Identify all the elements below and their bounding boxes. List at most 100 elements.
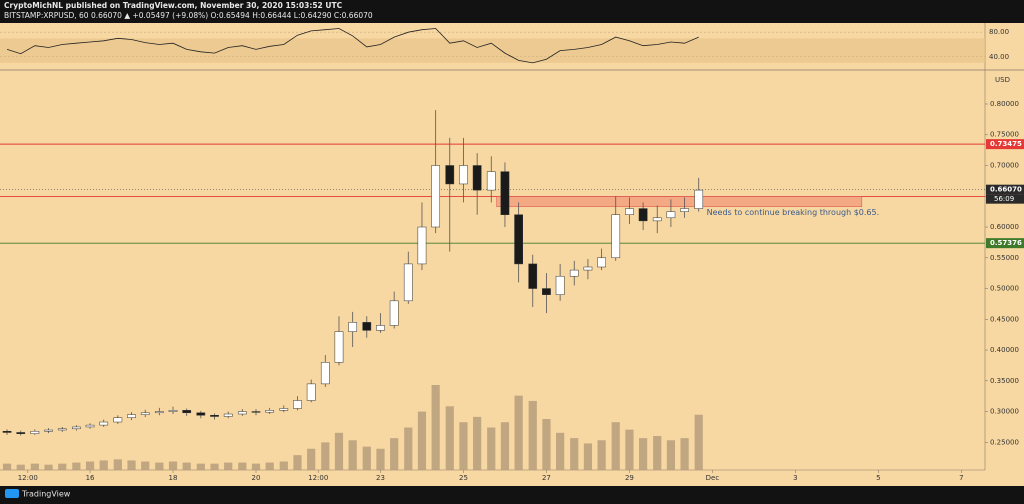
footer-logo: [5, 489, 19, 498]
volume-bar: [680, 438, 689, 470]
candle-body: [99, 421, 109, 426]
volume-bar: [459, 422, 468, 470]
candle-body: [514, 214, 523, 265]
candle-body: [583, 266, 593, 271]
x-tick-label: Dec: [706, 474, 720, 482]
candle-body: [528, 263, 538, 289]
level-label: 0.57376: [990, 239, 1022, 247]
volume-bar: [639, 438, 648, 470]
y-tick-label: 0.70000: [990, 162, 1019, 170]
candle-body: [293, 400, 302, 409]
candle-body: [597, 257, 606, 268]
candle-body: [154, 411, 164, 414]
zone: [496, 196, 863, 208]
chart-background: [0, 23, 1024, 486]
volume-bar: [141, 461, 150, 470]
x-tick-label: 27: [542, 474, 551, 482]
volume-bar: [210, 463, 219, 470]
volume-bar: [445, 406, 454, 470]
candle-body: [223, 413, 233, 417]
volume-bar: [611, 422, 620, 470]
x-tick-label: 25: [459, 474, 468, 482]
volume-bar: [653, 436, 662, 470]
candle-body: [459, 165, 468, 185]
volume-bar: [597, 440, 606, 470]
x-tick-label: 29: [625, 474, 634, 482]
volume-bar: [500, 422, 510, 470]
volume-bar: [376, 448, 385, 470]
rsi-tick-label: 80.00: [989, 28, 1009, 36]
rsi-line: [6, 28, 699, 64]
candle-body: [625, 208, 634, 215]
volume-bar: [542, 419, 551, 470]
volume-bar: [487, 427, 496, 470]
y-tick-label: 0.30000: [990, 408, 1019, 416]
x-tick-label: 5: [876, 474, 880, 482]
volume-bar: [431, 385, 440, 470]
volume-bar: [99, 460, 108, 470]
x-tick-label: 18: [169, 474, 178, 482]
volume-bar: [321, 442, 330, 470]
candle-body: [500, 171, 510, 215]
candle-body: [666, 211, 676, 219]
volume-bar: [279, 461, 288, 470]
candle-body: [472, 165, 482, 191]
candle-body: [389, 300, 399, 326]
level-box: [986, 238, 1024, 249]
volume-bar: [72, 462, 81, 470]
volume-bar: [625, 429, 634, 470]
candle-body: [334, 331, 344, 363]
x-tick-label: 23: [376, 474, 385, 482]
logo-icon: [5, 489, 19, 498]
candle-body: [237, 411, 247, 415]
volume-bar: [334, 432, 344, 470]
candle-body: [542, 288, 551, 295]
candle-body: [638, 208, 648, 222]
candle-body: [445, 165, 455, 185]
volume-bar: [362, 446, 371, 470]
volume-bar: [528, 400, 537, 470]
y-tick-label: 0.40000: [990, 346, 1019, 354]
candle-body: [30, 430, 40, 434]
level-label: 0.73475: [990, 140, 1022, 148]
candle-body: [652, 217, 662, 222]
candle-body: [680, 208, 689, 212]
candle-body: [16, 432, 26, 434]
volume-bar: [348, 440, 357, 470]
candle-body: [569, 269, 579, 277]
volume-bar: [694, 414, 703, 470]
volume-bar: [251, 463, 261, 470]
candle-body: [362, 322, 372, 331]
volume-bar: [238, 462, 247, 470]
volume-bar: [58, 463, 67, 470]
last-price-label: 0.66070: [990, 186, 1022, 194]
x-tick-label: 16: [86, 474, 95, 482]
volume-bar: [30, 463, 39, 470]
candle-body: [44, 429, 53, 432]
volume-bar: [182, 462, 191, 470]
candle-body: [168, 410, 178, 412]
x-tick-label: 7: [959, 474, 963, 482]
countdown-label: 56:09: [994, 195, 1014, 203]
candle-body: [320, 362, 330, 385]
volume-bar: [293, 455, 302, 470]
y-tick-label: 0.45000: [990, 315, 1019, 323]
candle-body: [71, 426, 81, 430]
rsi-band: [0, 38, 985, 63]
candle-body: [348, 322, 358, 332]
y-tick-label: 0.35000: [990, 377, 1019, 385]
candle-body: [555, 275, 565, 295]
volume-bar: [556, 432, 565, 470]
rsi-tick-label: 40.00: [989, 53, 1009, 61]
volume-bar: [666, 440, 676, 470]
x-tick-label: 3: [793, 474, 797, 482]
candle-body: [85, 424, 95, 428]
volume-bar: [307, 448, 316, 470]
candle-body: [611, 214, 621, 259]
y-tick-label: 0.80000: [990, 100, 1019, 108]
header-line2: BITSTAMP:XRPUSD, 60 0.66070 ▲ +0.05497 (…: [4, 11, 373, 20]
volume-bar: [265, 462, 274, 470]
annotation: Needs to continue breaking through $0.65…: [707, 208, 880, 217]
candle-body: [486, 171, 496, 191]
